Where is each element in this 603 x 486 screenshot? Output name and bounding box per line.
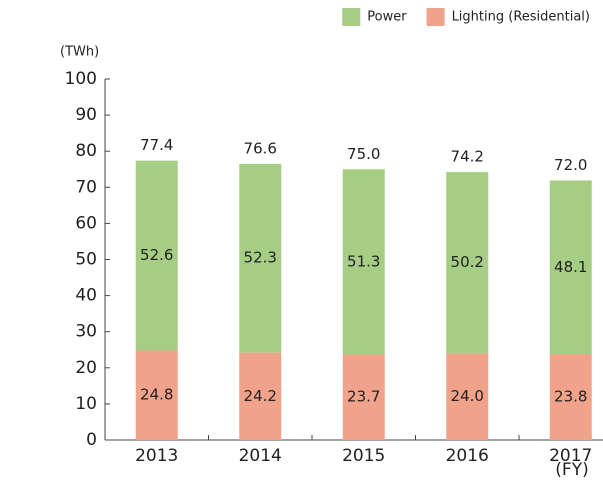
segment-label: 51.3 [347,252,380,270]
segment-label: 23.8 [554,388,587,406]
bar-segment [239,163,282,353]
bar-segment [135,160,178,351]
bar-segment [549,180,592,355]
bar-segment [342,354,385,440]
bar-segment [239,352,282,440]
y-axis-label: (TWh) [60,45,99,60]
total-label: 74.2 [451,148,484,166]
y-tick-label: 60 [75,213,97,233]
legend-label: Lighting (Residential) [452,10,590,25]
segment-label: 24.0 [451,387,484,405]
y-tick-label: 10 [75,394,97,414]
x-tick-label: 2014 [239,446,282,466]
segment-label: 23.7 [347,388,380,406]
legend-label: Power [367,10,407,25]
total-label: 75.0 [347,145,380,163]
x-tick-label: 2015 [342,446,385,466]
y-tick-label: 90 [75,105,97,125]
segment-label: 52.6 [140,246,173,264]
bar-segment [446,353,489,440]
segment-label: 50.2 [451,253,484,271]
x-tick-label: 2017 [549,446,592,466]
x-axis-label: (FY) [555,460,588,480]
y-tick-label: 80 [75,141,97,161]
y-tick-label: 40 [75,286,97,306]
bar-segment [135,350,178,440]
legend-swatch [342,8,361,26]
segment-label: 52.3 [244,249,277,267]
y-tick-label: 100 [65,69,97,89]
y-tick-label: 0 [86,430,97,450]
segment-label: 24.2 [244,387,277,405]
y-tick-label: 50 [75,250,97,270]
total-label: 76.6 [244,139,277,157]
total-label: 72.0 [554,156,587,174]
bar-segment [446,172,489,354]
bar-segment [342,169,385,355]
segment-label: 48.1 [554,258,587,276]
y-tick-label: 20 [75,358,97,378]
x-tick-label: 2013 [135,446,178,466]
y-tick-label: 70 [75,177,97,197]
bar-segment [549,354,592,440]
legend-swatch [426,8,445,26]
segment-label: 24.8 [140,386,173,404]
y-tick-label: 30 [75,322,97,342]
x-tick-label: 2016 [446,446,489,466]
total-label: 77.4 [140,136,173,154]
